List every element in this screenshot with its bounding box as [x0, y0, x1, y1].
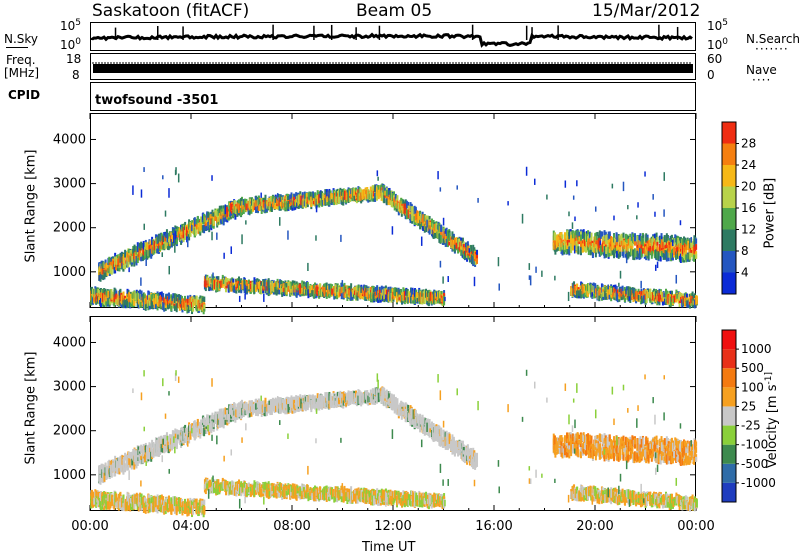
- velocity-cell: [287, 399, 289, 403]
- power-cell: [331, 199, 333, 203]
- power-cell: [476, 258, 478, 264]
- power-cell: [194, 219, 196, 224]
- velocity-cell: [255, 403, 257, 409]
- velocity-cell: [440, 429, 442, 435]
- velocity-cell: [476, 453, 478, 458]
- power-cell: [470, 245, 472, 252]
- power-cell: [440, 226, 442, 232]
- velocity-cell: [386, 403, 388, 408]
- y-tick-label: 3000: [53, 380, 86, 395]
- y-tick-label: 2000: [53, 221, 86, 236]
- x-tick-label: 00:00: [71, 519, 108, 534]
- velocity-cell: [144, 497, 146, 501]
- y-tick-label: 1000: [53, 468, 86, 483]
- y-tick-label: 3000: [53, 177, 86, 192]
- y-tick-label: 2000: [53, 424, 86, 439]
- x-tick-label: 12:00: [374, 519, 411, 534]
- velocity-cell: [476, 461, 478, 467]
- y-tick-label: 4000: [53, 132, 86, 147]
- x-tick-label: 04:00: [172, 519, 209, 534]
- y-tick-label: 1000: [53, 265, 86, 280]
- x-tick-label: 20:00: [576, 519, 613, 534]
- power-cell: [386, 200, 388, 205]
- x-tick-label: 16:00: [475, 519, 512, 534]
- x-tick-label: 08:00: [273, 519, 310, 534]
- velocity-cell: [386, 393, 388, 399]
- power-cell: [386, 190, 388, 196]
- velocity-cell: [176, 441, 178, 448]
- velocity-cell: [331, 402, 333, 406]
- power-cell: [205, 226, 207, 231]
- power-cell: [255, 200, 257, 206]
- power-cell: [144, 294, 146, 298]
- velocity-cell: [205, 429, 207, 434]
- frequency-band: [93, 64, 693, 73]
- y-tick-label: 4000: [53, 335, 86, 350]
- power-cell: [287, 196, 289, 200]
- velocity-cell: [207, 415, 209, 422]
- velocity-cell: [470, 448, 472, 455]
- noise-sky-trace: [92, 35, 692, 46]
- power-cell: [476, 250, 478, 255]
- x-tick-label: 00:00: [677, 519, 714, 534]
- power-cell: [207, 212, 209, 219]
- velocity-cell: [194, 422, 196, 427]
